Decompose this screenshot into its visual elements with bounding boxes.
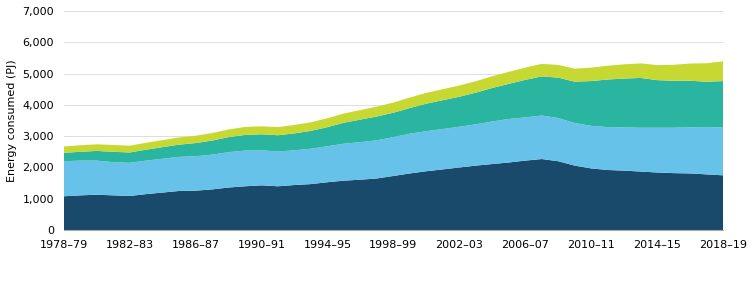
Y-axis label: Energy consumed (PJ): Energy consumed (PJ)	[7, 59, 17, 182]
